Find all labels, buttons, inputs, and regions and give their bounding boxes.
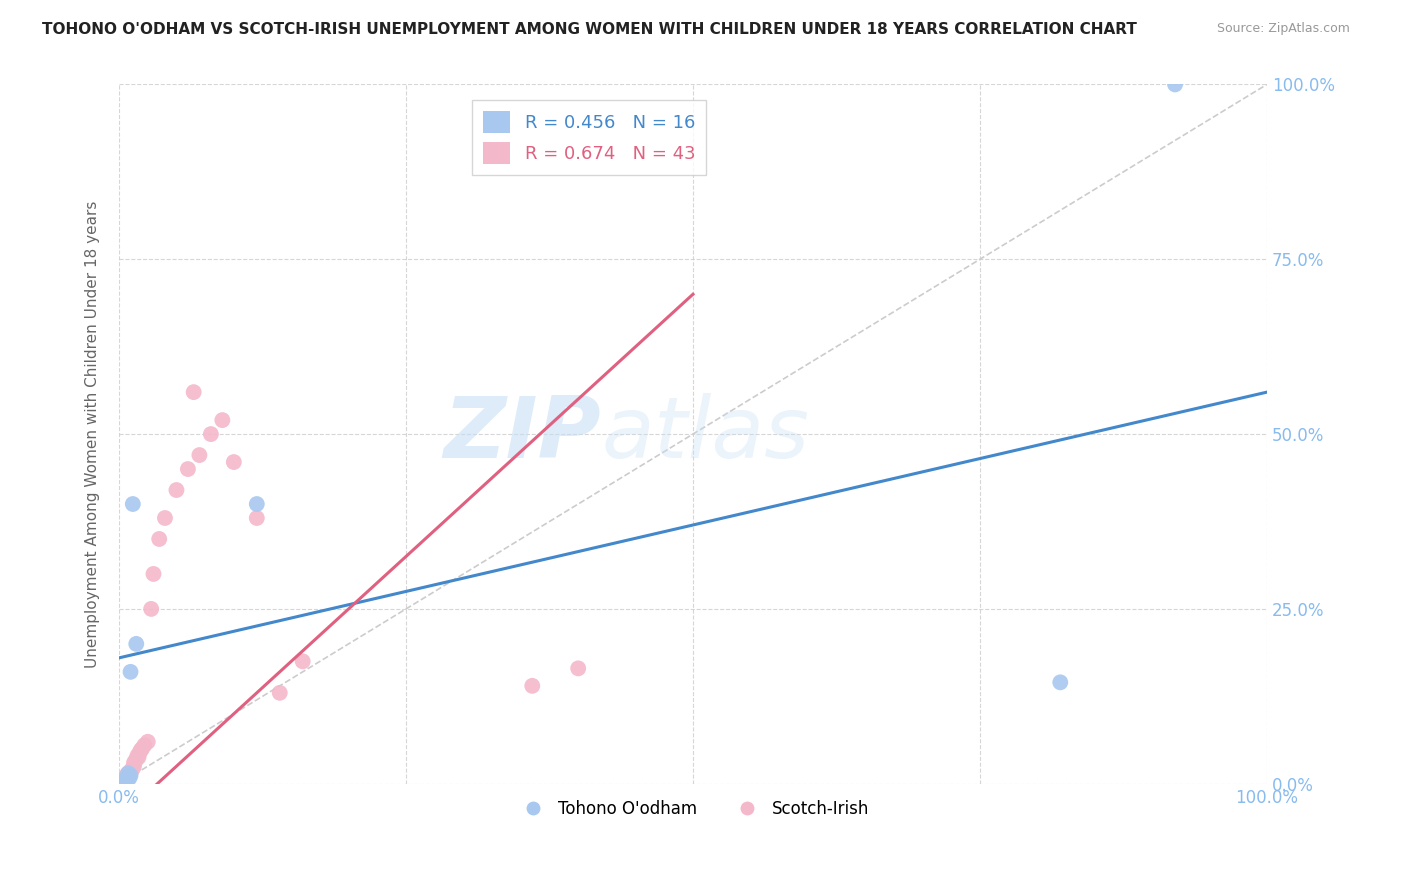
Point <box>188 448 211 462</box>
Point <box>118 771 141 785</box>
Point <box>200 427 222 442</box>
Point <box>177 462 200 476</box>
Point <box>134 739 156 753</box>
Point <box>269 686 291 700</box>
Legend: Tohono O'odham, Scotch-Irish: Tohono O'odham, Scotch-Irish <box>510 793 876 824</box>
Point <box>124 755 146 769</box>
Point <box>117 766 139 780</box>
Point <box>246 497 269 511</box>
Point <box>211 413 233 427</box>
Point <box>114 774 136 789</box>
Point <box>120 766 142 780</box>
Point <box>120 665 142 679</box>
Text: Source: ZipAtlas.com: Source: ZipAtlas.com <box>1216 22 1350 36</box>
Point <box>114 772 136 787</box>
Point <box>148 532 170 546</box>
Text: atlas: atlas <box>602 392 808 475</box>
Point <box>120 768 142 782</box>
Point <box>115 770 138 784</box>
Point <box>1049 675 1071 690</box>
Point <box>131 741 153 756</box>
Point <box>117 770 139 784</box>
Point <box>128 745 150 759</box>
Point <box>128 750 150 764</box>
Point <box>125 752 148 766</box>
Point <box>115 773 138 788</box>
Text: TOHONO O'ODHAM VS SCOTCH-IRISH UNEMPLOYMENT AMONG WOMEN WITH CHILDREN UNDER 18 Y: TOHONO O'ODHAM VS SCOTCH-IRISH UNEMPLOYM… <box>42 22 1137 37</box>
Point <box>127 748 149 763</box>
Point <box>522 679 544 693</box>
Point <box>567 661 589 675</box>
Point <box>141 602 163 616</box>
Point <box>1164 78 1187 92</box>
Point <box>121 763 143 777</box>
Point <box>153 511 176 525</box>
Point <box>246 511 269 525</box>
Point <box>117 766 139 780</box>
Point <box>125 637 148 651</box>
Point <box>165 483 187 497</box>
Point <box>115 773 138 788</box>
Point <box>136 735 159 749</box>
Point <box>115 771 138 785</box>
Point <box>122 759 145 773</box>
Point <box>120 764 142 779</box>
Point <box>142 566 165 581</box>
Point <box>183 385 205 400</box>
Point <box>112 773 135 788</box>
Point <box>111 773 134 788</box>
Point <box>117 768 139 782</box>
Point <box>291 654 314 668</box>
Point <box>115 772 138 786</box>
Point <box>112 774 135 789</box>
Point <box>114 771 136 785</box>
Point <box>121 497 143 511</box>
Point <box>110 774 132 789</box>
Point <box>118 767 141 781</box>
Point <box>122 756 145 770</box>
Point <box>111 775 134 789</box>
Point <box>115 767 138 781</box>
Point <box>121 761 143 775</box>
Point <box>222 455 245 469</box>
Y-axis label: Unemployment Among Women with Children Under 18 years: Unemployment Among Women with Children U… <box>86 201 100 668</box>
Point <box>115 770 138 784</box>
Text: ZIP: ZIP <box>443 392 602 475</box>
Point <box>129 743 152 757</box>
